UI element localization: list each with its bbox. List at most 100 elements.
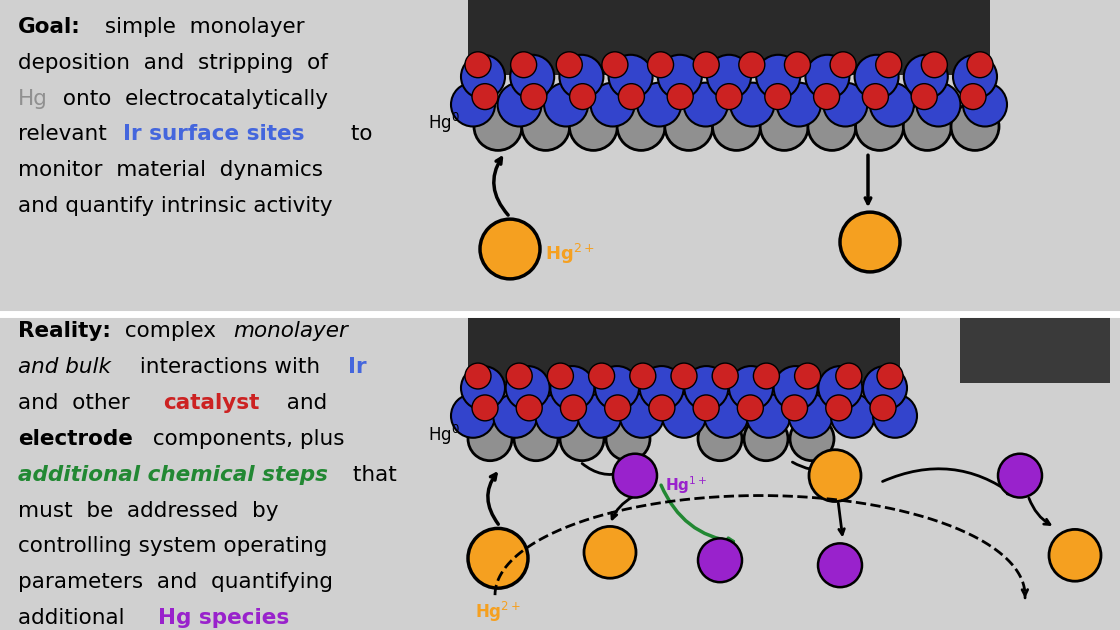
Circle shape xyxy=(998,454,1042,498)
Text: that: that xyxy=(346,465,396,484)
Circle shape xyxy=(922,52,948,77)
Text: monitor  material  dynamics: monitor material dynamics xyxy=(18,161,323,180)
Circle shape xyxy=(637,83,681,127)
Circle shape xyxy=(870,83,914,127)
Circle shape xyxy=(465,363,491,389)
Circle shape xyxy=(662,394,706,438)
Circle shape xyxy=(760,103,809,151)
Circle shape xyxy=(493,394,538,438)
Text: relevant: relevant xyxy=(18,125,113,144)
Circle shape xyxy=(872,394,917,438)
Circle shape xyxy=(668,84,693,110)
Circle shape xyxy=(451,394,495,438)
Circle shape xyxy=(746,394,791,438)
Circle shape xyxy=(904,55,948,99)
Text: Hg$^{2+}$: Hg$^{2+}$ xyxy=(475,600,521,624)
Circle shape xyxy=(951,103,999,151)
Circle shape xyxy=(790,417,834,461)
Circle shape xyxy=(777,83,821,127)
Circle shape xyxy=(730,83,774,127)
Text: interactions with: interactions with xyxy=(133,357,327,377)
Text: Ir surface sites: Ir surface sites xyxy=(123,125,305,144)
Circle shape xyxy=(665,103,712,151)
Circle shape xyxy=(619,394,664,438)
Circle shape xyxy=(506,363,532,389)
Circle shape xyxy=(589,363,615,389)
Circle shape xyxy=(831,394,875,438)
Circle shape xyxy=(1049,529,1101,581)
Circle shape xyxy=(870,395,896,421)
Circle shape xyxy=(877,363,903,389)
Text: Hg$^0$: Hg$^0$ xyxy=(428,110,460,135)
Text: Goal:: Goal: xyxy=(18,17,81,37)
Text: to: to xyxy=(344,125,373,144)
Circle shape xyxy=(876,52,902,77)
Circle shape xyxy=(550,366,595,410)
Text: Ir: Ir xyxy=(348,357,366,377)
Circle shape xyxy=(605,395,631,421)
Circle shape xyxy=(729,366,773,410)
Text: complex: complex xyxy=(118,321,223,341)
Text: Hg$^{1+}$: Hg$^{1+}$ xyxy=(665,475,708,496)
Text: and bulk: and bulk xyxy=(18,357,111,377)
Text: Reality:: Reality: xyxy=(18,321,111,341)
Circle shape xyxy=(712,103,760,151)
Circle shape xyxy=(606,417,650,461)
Circle shape xyxy=(569,103,617,151)
Circle shape xyxy=(468,529,528,588)
Circle shape xyxy=(548,363,573,389)
Circle shape xyxy=(461,366,505,410)
Circle shape xyxy=(704,394,748,438)
Circle shape xyxy=(570,84,596,110)
Text: Hg: Hg xyxy=(18,89,48,108)
Circle shape xyxy=(693,52,719,77)
Circle shape xyxy=(739,52,765,77)
Circle shape xyxy=(813,84,840,110)
Circle shape xyxy=(511,52,536,77)
Circle shape xyxy=(601,52,628,77)
Circle shape xyxy=(805,55,849,99)
Text: must  be  addressed  by: must be addressed by xyxy=(18,500,279,520)
Circle shape xyxy=(825,395,852,421)
Circle shape xyxy=(560,417,604,461)
Text: simple  monolayer: simple monolayer xyxy=(99,17,305,37)
Circle shape xyxy=(912,84,937,110)
Text: electrode: electrode xyxy=(18,429,133,449)
Text: components, plus: components, plus xyxy=(146,429,345,449)
Text: catalyst: catalyst xyxy=(164,393,260,413)
Circle shape xyxy=(788,394,832,438)
Circle shape xyxy=(535,394,579,438)
Circle shape xyxy=(608,55,653,99)
Circle shape xyxy=(808,103,856,151)
Circle shape xyxy=(516,395,542,421)
Circle shape xyxy=(862,84,888,110)
Circle shape xyxy=(465,52,491,77)
Circle shape xyxy=(480,219,540,279)
Circle shape xyxy=(578,394,622,438)
Bar xyxy=(960,316,1110,383)
Circle shape xyxy=(647,52,673,77)
Circle shape xyxy=(683,83,728,127)
Circle shape xyxy=(468,417,512,461)
Circle shape xyxy=(461,55,505,99)
Text: and: and xyxy=(273,393,327,413)
Circle shape xyxy=(514,417,558,461)
Circle shape xyxy=(840,212,900,272)
Circle shape xyxy=(451,83,495,127)
Circle shape xyxy=(629,363,656,389)
Circle shape xyxy=(511,55,554,99)
Bar xyxy=(468,316,900,383)
Circle shape xyxy=(684,366,728,410)
Text: Hg$^0$: Hg$^0$ xyxy=(428,423,460,447)
Text: additional chemical steps: additional chemical steps xyxy=(18,465,328,484)
Circle shape xyxy=(560,395,587,421)
Circle shape xyxy=(737,395,764,421)
Circle shape xyxy=(836,363,861,389)
Circle shape xyxy=(595,366,640,410)
Text: controlling system operating: controlling system operating xyxy=(18,536,327,556)
Circle shape xyxy=(916,83,961,127)
Circle shape xyxy=(774,366,818,410)
Circle shape xyxy=(613,454,657,498)
Circle shape xyxy=(522,103,570,151)
Circle shape xyxy=(474,103,522,151)
